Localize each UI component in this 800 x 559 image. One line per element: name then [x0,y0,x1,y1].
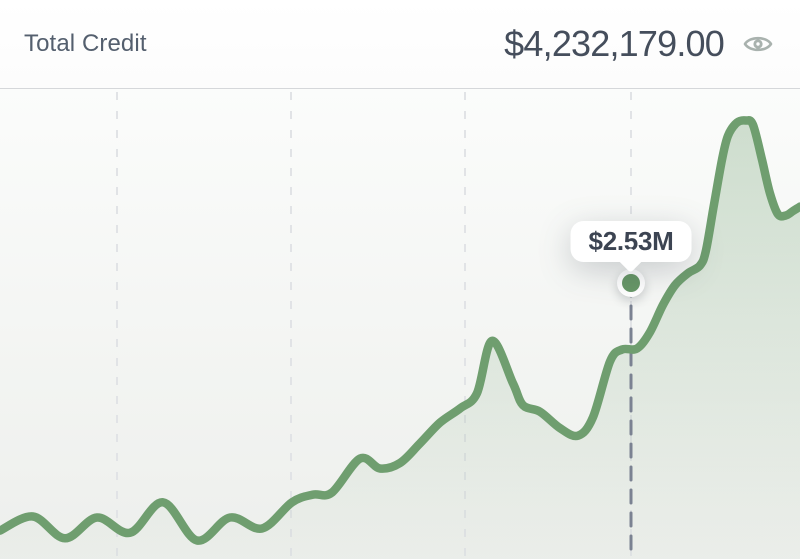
card-header: Total Credit $4,232,179.00 [0,0,800,89]
total-amount-value: $4,232,179.00 [504,23,725,64]
chart-area[interactable]: $2.53M [0,89,800,559]
visibility-toggle-button[interactable] [742,32,774,56]
card-title: Total Credit [24,30,147,57]
eye-icon [743,36,773,52]
header-right-group: $4,232,179.00 [504,23,774,65]
tooltip-value: $2.53M [570,221,692,262]
marker-dot [622,274,640,292]
area-chart-canvas[interactable] [0,89,800,559]
tooltip: $2.53M [570,221,692,262]
